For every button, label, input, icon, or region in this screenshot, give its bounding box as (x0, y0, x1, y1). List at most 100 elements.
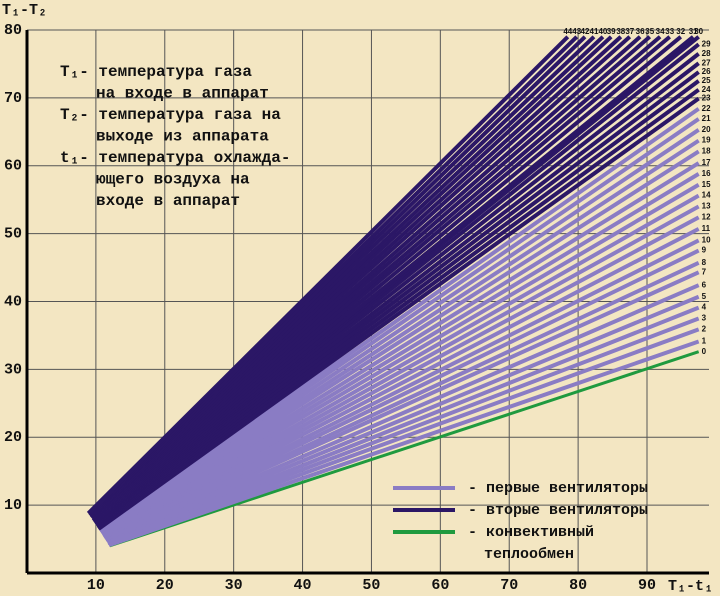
series-line (102, 204, 700, 539)
line-label: 13 (702, 202, 711, 211)
line-label: 4 (702, 303, 707, 312)
annotation: T₁- температура газа (60, 63, 252, 81)
line-label: 28 (702, 49, 711, 58)
x-tick-label: 40 (294, 577, 312, 594)
line-label: 14 (702, 191, 711, 200)
y-tick-label: 20 (4, 429, 22, 446)
legend-label: - первые вентиляторы (468, 480, 648, 497)
line-label: 43 (572, 27, 581, 36)
annotation: входе в аппарат (96, 192, 240, 210)
series-line (100, 161, 700, 535)
line-label: 36 (636, 27, 645, 36)
annotation: на входе в аппарат (96, 85, 269, 103)
series-line (106, 283, 700, 543)
series-line (105, 270, 700, 543)
line-label: 40 (598, 27, 607, 36)
line-label: 31 (689, 27, 698, 36)
series-line (104, 248, 700, 541)
line-label: 12 (702, 212, 711, 221)
x-tick-label: 20 (156, 577, 174, 594)
line-label: 21 (702, 114, 711, 123)
line-label: 10 (702, 236, 711, 245)
annotation: T₂- температура газа на (60, 106, 281, 124)
series-line (101, 183, 700, 537)
x-tick-label: 80 (569, 577, 587, 594)
series-line (96, 88, 700, 530)
y-tick-label: 80 (4, 22, 22, 39)
annotation: t₁- температура охлажда- (60, 149, 290, 167)
line-label: 16 (702, 169, 711, 178)
line-label: 35 (645, 27, 654, 36)
series-line (107, 316, 700, 546)
series-line (98, 107, 700, 532)
x-tick-label: 50 (362, 577, 380, 594)
line-label: 34 (656, 27, 665, 36)
legend-label: - вторые вентиляторы (468, 502, 648, 519)
line-label: 15 (702, 180, 711, 189)
line-label: 19 (702, 136, 711, 145)
annotation: выходе из аппарата (96, 128, 269, 146)
line-label: 22 (702, 104, 711, 113)
line-label: 8 (702, 258, 707, 267)
line-label: 41 (590, 27, 599, 36)
series-line (103, 215, 700, 539)
line-label: 23 (702, 94, 711, 103)
line-label: 9 (702, 246, 707, 255)
line-label: 29 (702, 39, 711, 48)
series-line (99, 138, 700, 534)
series-line (95, 61, 700, 528)
y-axis-label: T₁-T₂ (2, 2, 47, 19)
annotation: ющего воздуха на (96, 171, 250, 189)
line-label: 5 (702, 292, 707, 301)
line-label: 27 (702, 58, 711, 67)
line-label: 26 (702, 67, 711, 76)
series-line (108, 327, 700, 547)
line-label: 39 (607, 27, 616, 36)
series-line (106, 305, 700, 545)
x-tick-label: 30 (225, 577, 243, 594)
x-tick-label: 60 (431, 577, 449, 594)
series-line (104, 260, 700, 542)
y-tick-label: 50 (4, 226, 22, 243)
line-label: 18 (702, 147, 711, 156)
series-line (109, 350, 700, 548)
legend-label: - конвективный (468, 524, 594, 541)
y-tick-label: 30 (4, 361, 22, 378)
line-label: 30 (694, 27, 703, 36)
line-label: 25 (702, 76, 711, 85)
series-line (103, 238, 700, 541)
line-label: 11 (702, 224, 711, 233)
series-line (98, 128, 700, 533)
line-label: 1 (702, 337, 707, 346)
line-label: 44 (563, 27, 572, 36)
x-tick-label: 90 (638, 577, 656, 594)
legend-label: теплообмен (484, 546, 574, 563)
series-line (86, 35, 570, 515)
line-label: 17 (702, 158, 711, 167)
y-tick-label: 60 (4, 158, 22, 175)
line-label: 24 (702, 85, 711, 94)
series-line (106, 294, 700, 544)
line-label: 20 (702, 125, 711, 134)
line-label: 7 (702, 267, 707, 276)
y-tick-label: 40 (4, 293, 22, 310)
line-label: 37 (625, 27, 634, 36)
line-label: 38 (616, 27, 625, 36)
y-tick-label: 10 (4, 497, 22, 514)
x-tick-label: 70 (500, 577, 518, 594)
y-tick-label: 70 (4, 90, 22, 107)
line-label: 32 (676, 27, 685, 36)
series-line (101, 172, 700, 536)
line-label: 0 (702, 347, 707, 356)
x-axis-label: T₁-t₁ (668, 578, 713, 595)
series-line (108, 339, 700, 548)
line-label: 3 (702, 314, 707, 323)
x-tick-label: 10 (87, 577, 105, 594)
line-label: 42 (581, 27, 590, 36)
series-line (103, 227, 700, 540)
line-label: 2 (702, 324, 707, 333)
line-label: 33 (665, 27, 674, 36)
line-label: 6 (702, 280, 707, 289)
series-line (101, 193, 700, 538)
